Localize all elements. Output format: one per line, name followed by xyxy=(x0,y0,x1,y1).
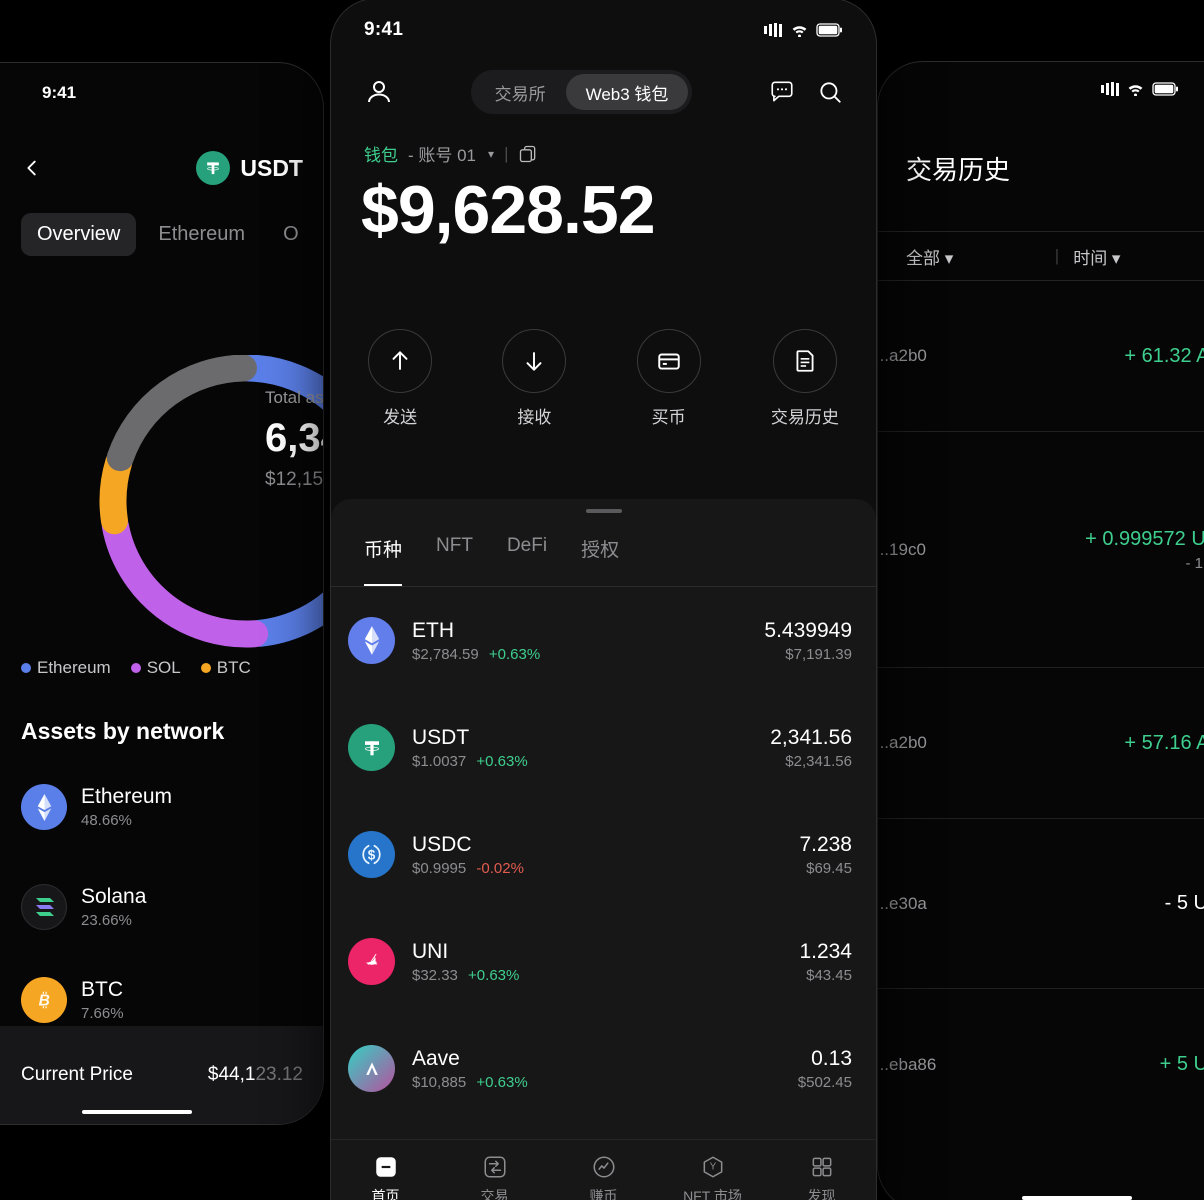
svg-text:Y: Y xyxy=(709,1162,716,1173)
svg-text:$: $ xyxy=(368,847,376,862)
svg-text:B: B xyxy=(39,993,50,1010)
